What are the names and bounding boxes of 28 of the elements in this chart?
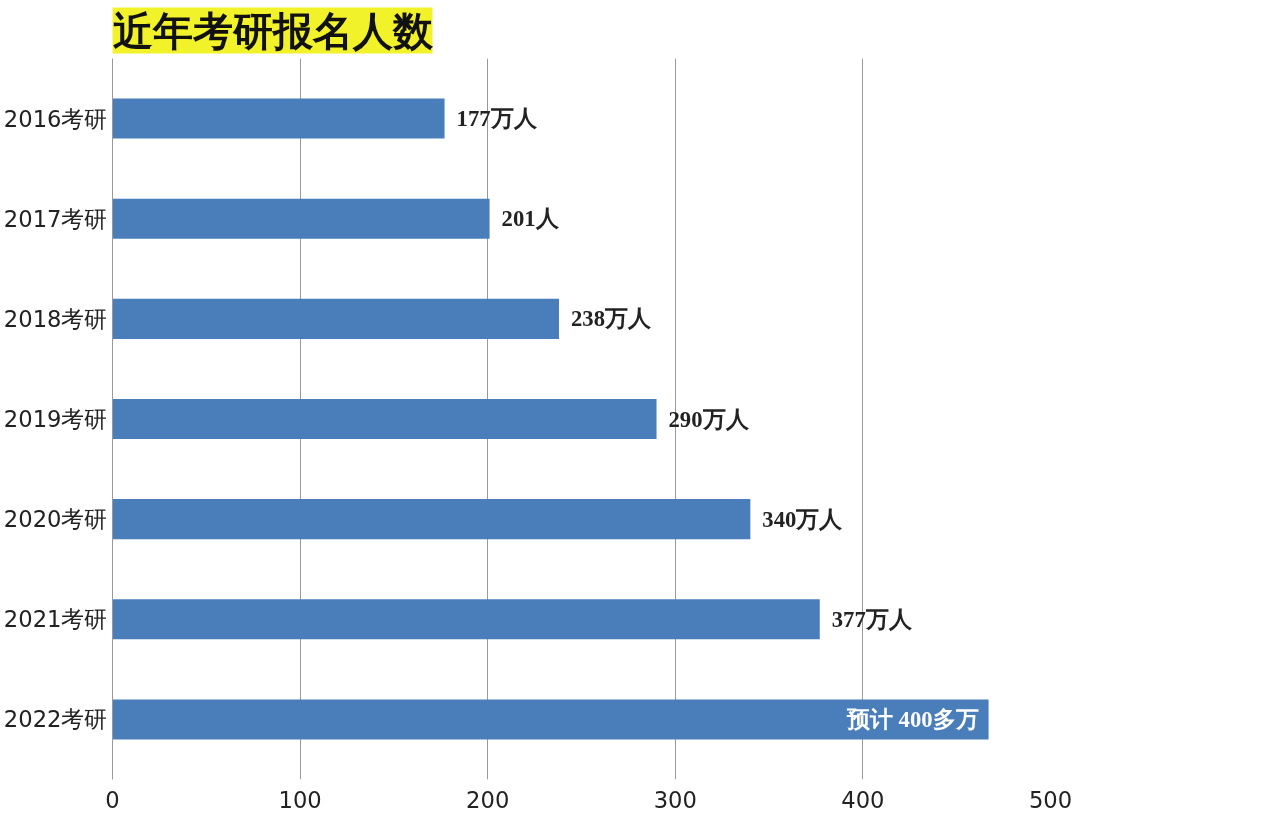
x-tick-label: 300 <box>653 786 697 813</box>
bar <box>112 699 989 740</box>
bar <box>112 98 445 139</box>
data-label: 290万人 <box>668 406 750 432</box>
data-label: 340万人 <box>762 506 844 532</box>
data-label: 377万人 <box>831 606 913 632</box>
y-tick-label: 2021考研 <box>3 606 108 633</box>
data-label: 238万人 <box>570 306 652 332</box>
data-label: 201人 <box>501 206 560 232</box>
x-tick-label: 500 <box>1028 786 1073 813</box>
y-tick-label: 2016考研 <box>3 105 108 132</box>
x-tick-label: 400 <box>841 786 885 813</box>
x-tick-label: 200 <box>466 786 510 813</box>
bar <box>112 298 559 339</box>
y-tick-label: 2020考研 <box>3 506 108 533</box>
data-label: 预计 400多万 <box>845 706 979 732</box>
x-tick-label: 0 <box>105 786 120 813</box>
data-label: 177万人 <box>456 106 538 132</box>
chart-title: 近年考研报名人数 <box>112 7 434 54</box>
y-tick-label: 2018考研 <box>3 305 108 332</box>
bar <box>112 599 820 640</box>
y-tick-label: 2017考研 <box>3 205 108 232</box>
bar <box>112 398 657 440</box>
y-tick-label: 2019考研 <box>3 406 108 432</box>
bar <box>112 499 751 540</box>
bar <box>112 198 490 239</box>
y-tick-label: 2022考研 <box>3 706 108 733</box>
x-tick-label: 100 <box>278 786 322 813</box>
